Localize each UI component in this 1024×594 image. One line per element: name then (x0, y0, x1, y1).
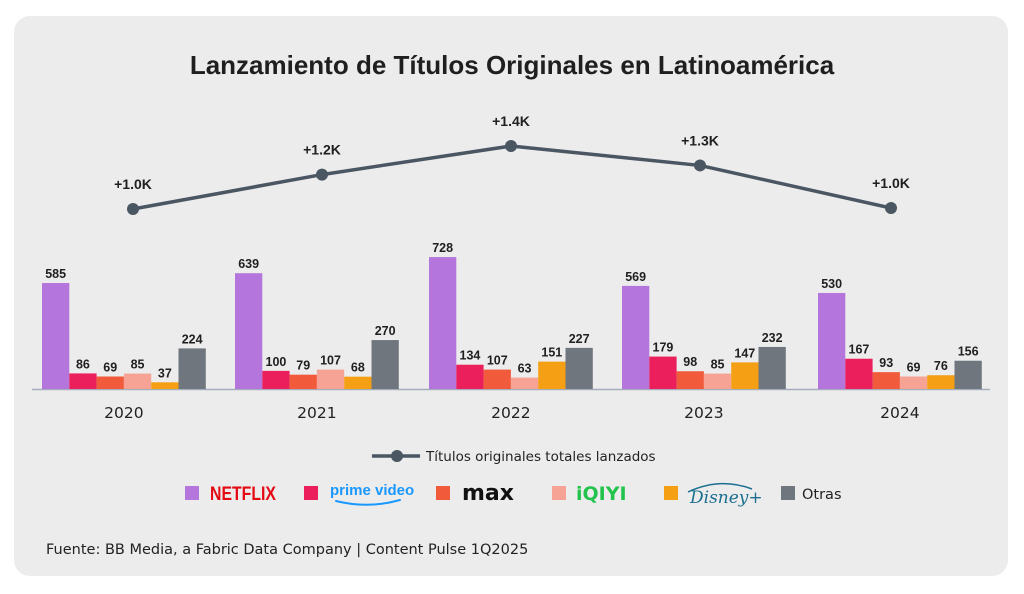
disney-arc-icon (687, 482, 753, 493)
legend-line-label: Títulos originales totales lanzados (425, 449, 656, 465)
bar-disney--2024 (927, 375, 955, 389)
bar-netflix-2020 (42, 283, 70, 389)
legend-swatch-0 (185, 486, 199, 500)
x-tick-label: 2022 (491, 404, 530, 422)
bar-value-label: 63 (518, 362, 532, 376)
chart-title: Lanzamiento de Títulos Originales en Lat… (189, 50, 835, 80)
totals-point-label: +1.0K (114, 176, 152, 192)
totals-point-label: +1.0K (872, 175, 910, 191)
bar-prime-video-2020 (69, 373, 97, 389)
totals-point-label: +1.4K (492, 113, 530, 129)
bar-value-label: 69 (103, 360, 117, 374)
bar-value-label: 179 (653, 341, 674, 355)
bar-iqiyi-2022 (510, 377, 539, 389)
bar-value-label: 227 (569, 332, 590, 346)
bar-value-label: 156 (958, 345, 979, 359)
netflix-logo: NETFLIX (210, 484, 276, 505)
bar-value-label: 98 (683, 355, 697, 369)
bar-iqiyi-2024 (899, 376, 928, 389)
bar-disney--2023 (731, 362, 759, 389)
bar-otras-2023 (758, 346, 786, 389)
bar-value-label: 232 (762, 331, 783, 345)
iqiyi-logo: iQIYI (576, 483, 627, 505)
bar-otras-2020 (178, 348, 206, 389)
bar-netflix-2024 (818, 292, 846, 389)
totals-point-label: +1.3K (681, 132, 719, 148)
bar-disney--2021 (344, 376, 372, 389)
legend-swatch-4 (664, 486, 678, 500)
bar-value-label: 85 (711, 358, 725, 372)
bar-otras-2024 (954, 360, 982, 389)
disney-plus-logo: Disney+ (689, 488, 763, 508)
bar-value-label: 151 (541, 346, 562, 360)
bar-prime-video-2021 (262, 370, 290, 389)
legend-swatch-5 (781, 486, 795, 500)
x-tick-label: 2021 (297, 404, 336, 422)
bar-iqiyi-2021 (316, 369, 345, 389)
bar-value-label: 530 (821, 277, 842, 291)
bar-max-2024 (872, 372, 900, 389)
bar-value-label: 93 (879, 356, 893, 370)
bar-value-label: 585 (45, 267, 66, 281)
bar-disney--2020 (151, 382, 179, 389)
bar-value-label: 107 (320, 354, 341, 368)
totals-point (127, 203, 139, 215)
totals-point (316, 168, 328, 181)
totals-point (885, 202, 897, 215)
bar-otras-2022 (565, 347, 593, 389)
totals-point (505, 140, 517, 152)
legend-swatch-1 (304, 486, 318, 500)
bar-value-label: 167 (849, 343, 870, 357)
bar-value-label: 147 (734, 346, 755, 360)
bar-netflix-2021 (235, 273, 263, 389)
bar-value-label: 79 (296, 359, 310, 373)
max-logo: max (462, 481, 514, 506)
bar-max-2021 (289, 374, 317, 389)
x-tick-label: 2023 (684, 404, 723, 422)
prime-smile-icon (335, 499, 401, 506)
bar-netflix-2022 (429, 257, 457, 389)
bar-value-label: 100 (266, 355, 287, 369)
bar-prime-video-2024 (845, 358, 873, 389)
legend-line-marker (391, 450, 403, 462)
legend-swatch-3 (552, 486, 566, 500)
bar-value-label: 270 (375, 324, 396, 338)
bar-prime-video-2023 (649, 356, 677, 389)
bar-value-label: 134 (460, 349, 481, 363)
x-tick-label: 2020 (104, 404, 143, 422)
bar-value-label: 86 (76, 357, 90, 371)
totals-line (132, 144, 892, 211)
bar-max-2020 (96, 376, 124, 389)
bar-max-2023 (676, 371, 704, 389)
bar-value-label: 107 (487, 354, 508, 368)
bar-value-label: 37 (158, 366, 172, 380)
source-note: Fuente: BB Media, a Fabric Data Company … (46, 542, 529, 558)
bar-value-label: 224 (182, 332, 203, 346)
bar-value-label: 569 (625, 270, 646, 284)
bar-value-label: 69 (907, 360, 921, 374)
legend-otras-label: Otras (802, 487, 842, 503)
totals-point (694, 159, 706, 172)
bar-otras-2021 (371, 340, 399, 389)
bar-iqiyi-2020 (123, 373, 152, 389)
x-tick-label: 2024 (880, 404, 919, 422)
bar-value-label: 68 (351, 361, 365, 375)
bar-value-label: 639 (238, 257, 259, 271)
bar-max-2022 (483, 369, 511, 389)
bar-value-label: 728 (432, 241, 453, 255)
prime-video-logo: prime video (330, 482, 414, 499)
bar-prime-video-2022 (456, 364, 484, 389)
legend-swatch-2 (436, 486, 450, 500)
bar-value-label: 85 (131, 358, 145, 372)
bar-value-label: 76 (934, 359, 948, 373)
bar-disney--2022 (538, 361, 566, 389)
totals-point-label: +1.2K (303, 142, 341, 158)
bar-netflix-2023 (622, 285, 650, 389)
bar-iqiyi-2023 (703, 373, 732, 389)
